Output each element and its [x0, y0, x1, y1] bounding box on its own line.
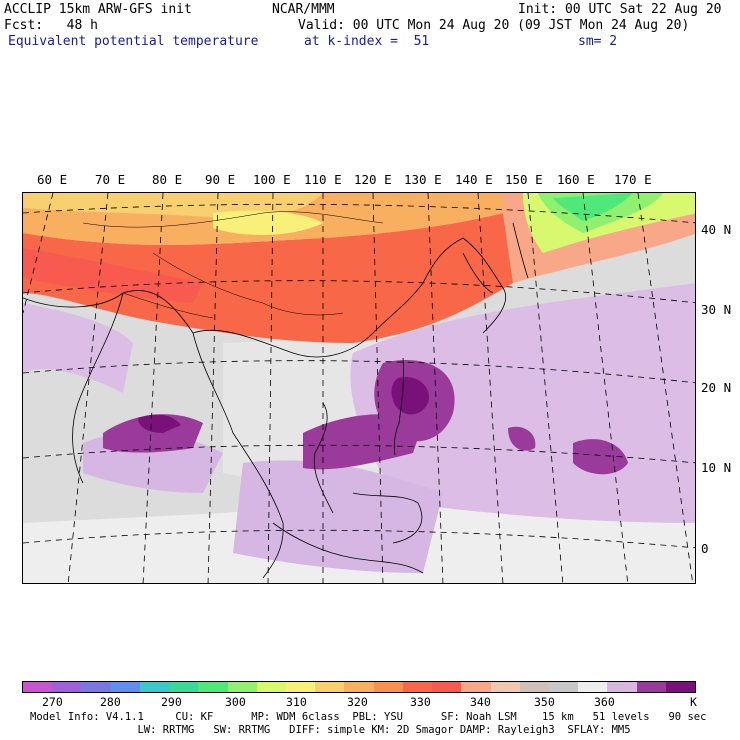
init-time: Init: 00 UTC Sat 22 Aug 20	[518, 2, 722, 17]
colorbar-tick: 330	[410, 695, 431, 709]
lon-label: 70 E	[95, 172, 126, 187]
colorbar-swatch	[227, 682, 257, 692]
lon-label: 100 E	[253, 172, 291, 187]
model-info-line1: Model Info: V4.1.1 CU: KF MP: WDM 6class…	[30, 711, 707, 723]
colorbar-swatch	[23, 682, 53, 692]
colorbar-tick: 340	[470, 695, 491, 709]
lon-label: 120 E	[354, 172, 392, 187]
colorbar-tick: 320	[347, 695, 368, 709]
colorbar-tick: 350	[534, 695, 555, 709]
colorbar-swatch	[607, 682, 637, 692]
lon-label: 110 E	[304, 172, 342, 187]
map-panel	[22, 192, 696, 584]
colorbar-swatch	[81, 682, 111, 692]
colorbar-swatch	[519, 682, 549, 692]
lon-label: 140 E	[455, 172, 493, 187]
lat-label: 20 N	[701, 380, 732, 395]
colorbar-swatch	[490, 682, 520, 692]
valid-time: Valid: 00 UTC Mon 24 Aug 20 (09 JST Mon …	[298, 18, 690, 33]
colorbar	[22, 681, 696, 693]
theta-e-field	[23, 193, 695, 583]
lon-label: 130 E	[404, 172, 442, 187]
lon-label: 60 E	[37, 172, 68, 187]
institution-label: NCAR/MMM	[272, 2, 335, 17]
colorbar-swatch	[636, 682, 666, 692]
colorbar-tick: 310	[286, 695, 307, 709]
lat-label: 0	[701, 541, 709, 556]
colorbar-swatch	[285, 682, 316, 692]
colorbar-tick: 300	[225, 695, 246, 709]
colorbar-swatch	[256, 682, 286, 692]
colorbar-swatch	[461, 682, 491, 692]
forecast-hour: Fcst: 48 h	[4, 18, 98, 33]
colorbar-swatch	[578, 682, 608, 692]
model-info-line2: LW: RRTMG SW: RRTMG DIFF: simple KM: 2D …	[30, 724, 631, 736]
colorbar-swatch	[315, 682, 345, 692]
lon-label: 90 E	[205, 172, 236, 187]
colorbar-swatch	[548, 682, 579, 692]
colorbar-swatch	[373, 682, 403, 692]
colorbar-tick: 280	[100, 695, 121, 709]
colorbar-swatch	[665, 682, 696, 692]
lon-label: 160 E	[557, 172, 595, 187]
colorbar-swatch	[110, 682, 140, 692]
level-index: at k-index = 51	[304, 34, 430, 49]
lon-label: 150 E	[505, 172, 543, 187]
colorbar-swatch	[198, 682, 228, 692]
colorbar-swatch	[52, 682, 82, 692]
lon-label: 80 E	[152, 172, 183, 187]
smoothing-label: sm= 2	[578, 34, 618, 49]
colorbar-swatch	[344, 682, 374, 692]
lon-label: 170 E	[614, 172, 652, 187]
colorbar-unit: K	[690, 695, 697, 709]
lat-label: 10 N	[701, 460, 732, 475]
field-name: Equivalent potential temperature	[8, 34, 259, 49]
lat-label: 40 N	[701, 222, 732, 237]
colorbar-swatch	[432, 682, 462, 692]
colorbar-tick: 270	[42, 695, 63, 709]
model-title: ACCLIP 15km ARW-GFS init	[4, 2, 192, 17]
colorbar-tick: 290	[161, 695, 182, 709]
lat-label: 30 N	[701, 302, 732, 317]
colorbar-swatch	[169, 682, 199, 692]
colorbar-swatch	[139, 682, 170, 692]
colorbar-swatch	[402, 682, 433, 692]
colorbar-tick: 360	[594, 695, 615, 709]
